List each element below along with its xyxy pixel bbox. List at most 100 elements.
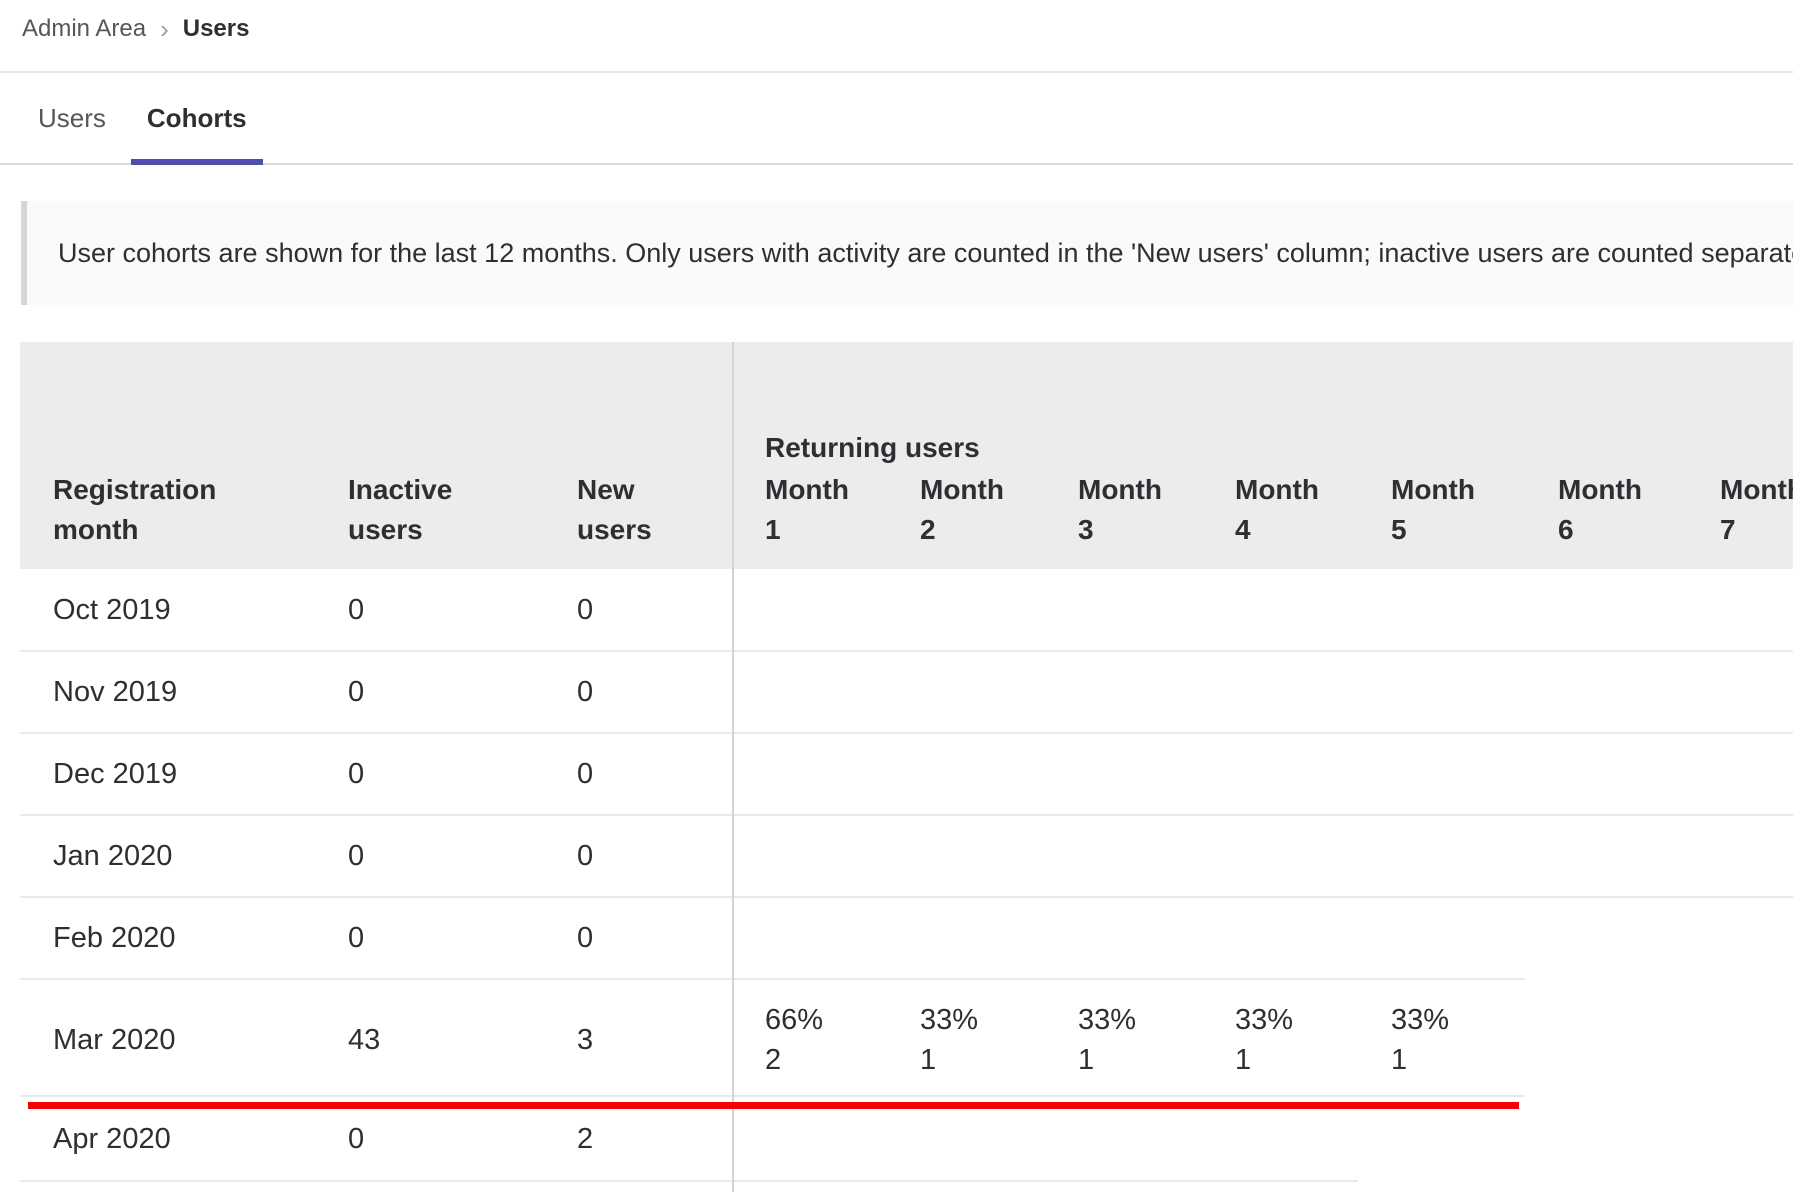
cell-new: 0 xyxy=(544,651,732,734)
cell-inactive: 0 xyxy=(315,569,544,652)
cell-returning xyxy=(1045,651,1202,734)
cell-returning: 33% 1 xyxy=(1358,979,1525,1097)
cell-returning xyxy=(732,651,887,734)
cell-returning xyxy=(732,569,887,652)
col-header-month-5: Month 5 xyxy=(1358,468,1525,569)
tab-cohorts[interactable]: Cohorts xyxy=(130,73,263,165)
table-row-jan-2020: Jan 2020 0 0 xyxy=(20,815,1793,898)
cell-returning xyxy=(732,733,887,816)
cell-returning xyxy=(1045,733,1202,816)
cell-returning xyxy=(887,733,1045,816)
cell-month-label: Oct 2019 xyxy=(20,569,315,652)
cell-returning xyxy=(1525,569,1687,652)
cell-returning xyxy=(1358,569,1525,652)
info-banner: User cohorts are shown for the last 12 m… xyxy=(21,201,1793,305)
table-row-apr-2020: Apr 2020 0 2 xyxy=(20,1096,1793,1182)
cell-returning xyxy=(1358,651,1525,734)
cell-returning xyxy=(1358,733,1525,816)
cell-returning xyxy=(1358,897,1525,980)
col-header-new-users: New users xyxy=(544,468,732,569)
cell-returning xyxy=(1687,979,1793,1096)
col-header-registration-month: Registration month xyxy=(20,468,315,569)
col-group-returning-users: Returning users xyxy=(732,342,1793,468)
cell-month-label: Apr 2020 xyxy=(20,1096,315,1182)
info-banner-text: User cohorts are shown for the last 12 m… xyxy=(58,237,1793,268)
header-spacer xyxy=(20,342,732,468)
cell-month-label: Feb 2020 xyxy=(20,897,315,980)
cell-returning xyxy=(1202,897,1358,980)
breadcrumb-chevron-icon: › xyxy=(160,14,169,44)
cell-new: 0 xyxy=(544,897,732,980)
col-header-inactive-users: Inactive users xyxy=(315,468,544,569)
cell-inactive: 43 xyxy=(315,979,544,1097)
tab-bar: Users Cohorts xyxy=(0,73,1793,165)
col-header-month-2: Month 2 xyxy=(887,468,1045,569)
cell-inactive: 0 xyxy=(315,733,544,816)
cell-returning xyxy=(1202,1096,1358,1182)
cell-returning xyxy=(1687,897,1793,979)
cell-returning xyxy=(1687,651,1793,734)
cell-returning xyxy=(887,651,1045,734)
cell-returning xyxy=(1525,733,1687,816)
cell-new: 2 xyxy=(544,1096,732,1182)
cell-returning xyxy=(1045,569,1202,652)
table-row-oct-2019: Oct 2019 0 0 xyxy=(20,569,1793,652)
cell-inactive: 0 xyxy=(315,651,544,734)
cell-month-label: Mar 2020 xyxy=(20,979,315,1097)
col-header-month-1: Month 1 xyxy=(732,468,887,569)
cell-returning xyxy=(887,1096,1045,1182)
tab-users[interactable]: Users xyxy=(38,102,106,133)
breadcrumb-current-users: Users xyxy=(182,15,250,42)
breadcrumb: Admin Area › Users xyxy=(0,0,1793,73)
table-row-mar-2020: Mar 2020 43 3 66% 2 33% 1 33% 1 33% 1 xyxy=(20,979,1793,1097)
cell-inactive: 0 xyxy=(315,897,544,980)
cell-returning xyxy=(732,815,887,898)
cell-returning xyxy=(1358,1096,1525,1181)
cell-month-label: Dec 2019 xyxy=(20,733,315,816)
cell-returning xyxy=(1202,733,1358,816)
cell-returning xyxy=(1687,815,1793,898)
col-header-month-7: Month 7 xyxy=(1687,468,1793,569)
cell-new: 0 xyxy=(544,569,732,652)
cell-new: 0 xyxy=(544,733,732,816)
cell-returning xyxy=(887,897,1045,980)
cell-returning xyxy=(1202,651,1358,734)
cell-new: 0 xyxy=(544,815,732,898)
col-header-month-4: Month 4 xyxy=(1202,468,1358,569)
cell-returning xyxy=(887,815,1045,898)
cell-inactive: 0 xyxy=(315,815,544,898)
cell-returning xyxy=(1358,815,1525,898)
cell-returning xyxy=(1045,1096,1202,1182)
cell-month-label: Jan 2020 xyxy=(20,815,315,898)
cell-returning xyxy=(1045,897,1202,980)
cell-inactive: 0 xyxy=(315,1096,544,1182)
cohorts-table: Returning users Registration month Inact… xyxy=(20,342,1793,1182)
cell-returning xyxy=(1525,651,1687,734)
cohorts-table-container: Returning users Registration month Inact… xyxy=(20,342,1793,1192)
cell-month-label: Nov 2019 xyxy=(20,651,315,734)
cell-returning xyxy=(1525,897,1687,979)
cell-returning xyxy=(1045,815,1202,898)
returning-users-label: Returning users xyxy=(765,432,980,463)
table-row-feb-2020: Feb 2020 0 0 xyxy=(20,897,1793,980)
cell-returning xyxy=(1687,733,1793,816)
cell-returning: 33% 1 xyxy=(887,979,1045,1097)
cell-returning: 33% 1 xyxy=(1045,979,1202,1097)
col-header-month-6: Month 6 xyxy=(1525,468,1687,569)
table-row-nov-2019: Nov 2019 0 0 xyxy=(20,651,1793,734)
cell-returning: 66% 2 xyxy=(732,979,887,1097)
cell-returning: 33% 1 xyxy=(1202,979,1358,1097)
cell-new: 3 xyxy=(544,979,732,1097)
cell-returning xyxy=(887,569,1045,652)
cell-returning xyxy=(1202,569,1358,652)
col-header-month-3: Month 3 xyxy=(1045,468,1202,569)
cell-returning xyxy=(732,1096,887,1182)
cell-returning xyxy=(1202,815,1358,898)
cell-returning xyxy=(1687,569,1793,652)
breadcrumb-admin-area-link[interactable]: Admin Area xyxy=(22,15,147,42)
cell-returning xyxy=(1525,815,1687,898)
cell-returning xyxy=(1687,1096,1793,1181)
cell-returning xyxy=(1525,1096,1687,1181)
cell-returning xyxy=(732,897,887,980)
